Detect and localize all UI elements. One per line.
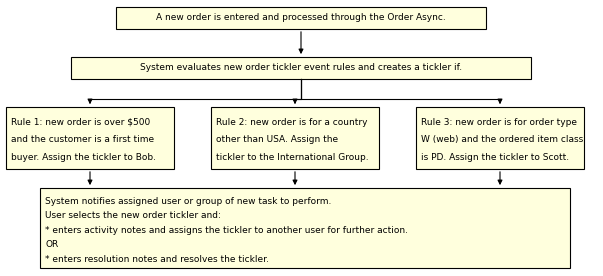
Bar <box>71 57 531 79</box>
Text: OR: OR <box>45 240 58 249</box>
Text: buyer. Assign the tickler to Bob.: buyer. Assign the tickler to Bob. <box>11 153 156 162</box>
Text: * enters activity notes and assigns the tickler to another user for further acti: * enters activity notes and assigns the … <box>45 226 408 235</box>
Text: A new order is entered and processed through the Order Async.: A new order is entered and processed thr… <box>156 14 446 23</box>
Bar <box>116 7 486 29</box>
Text: Rule 3: new order is for order type: Rule 3: new order is for order type <box>421 118 577 127</box>
Bar <box>211 107 379 169</box>
Text: User selects the new order tickler and:: User selects the new order tickler and: <box>45 211 221 220</box>
Bar <box>6 107 174 169</box>
Text: System evaluates new order tickler event rules and creates a tickler if.: System evaluates new order tickler event… <box>140 63 462 73</box>
Text: Rule 1: new order is over $500: Rule 1: new order is over $500 <box>11 118 150 127</box>
Bar <box>40 188 570 268</box>
Text: is PD. Assign the tickler to Scott.: is PD. Assign the tickler to Scott. <box>421 153 569 162</box>
Text: * enters resolution notes and resolves the tickler.: * enters resolution notes and resolves t… <box>45 255 269 264</box>
Text: Rule 2: new order is for a country: Rule 2: new order is for a country <box>216 118 367 127</box>
Text: other than USA. Assign the: other than USA. Assign the <box>216 135 338 144</box>
Text: and the customer is a first time: and the customer is a first time <box>11 135 154 144</box>
Bar <box>416 107 584 169</box>
Text: W (web) and the ordered item class: W (web) and the ordered item class <box>421 135 583 144</box>
Text: System notifies assigned user or group of new task to perform.: System notifies assigned user or group o… <box>45 197 332 206</box>
Text: tickler to the International Group.: tickler to the International Group. <box>216 153 368 162</box>
